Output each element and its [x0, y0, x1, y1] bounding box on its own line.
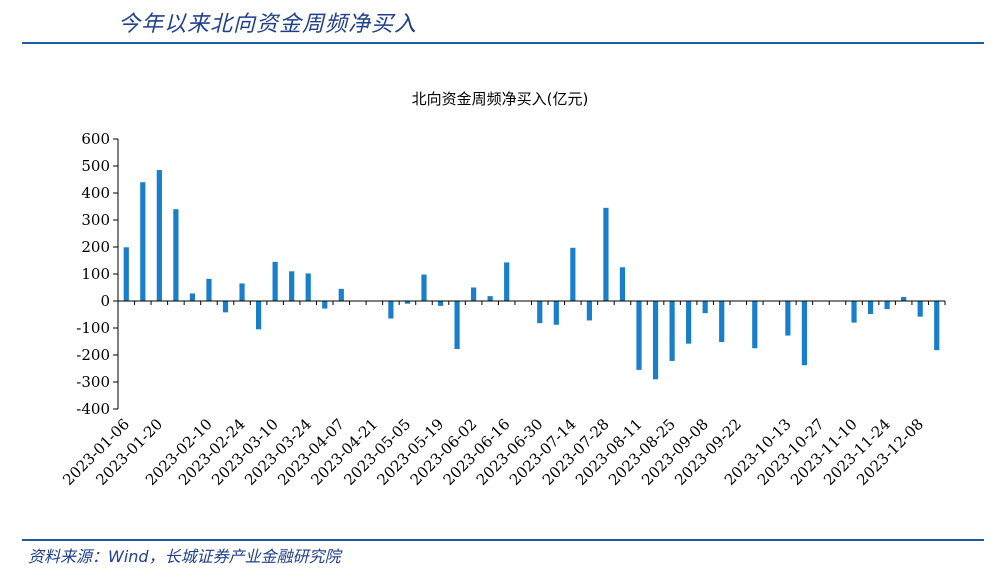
- bar-2023-02-03: [189, 293, 196, 301]
- y-tick-label: -200: [76, 346, 110, 364]
- bar-2023-02-24: [239, 283, 245, 301]
- bar-2023-03-31: [322, 301, 328, 309]
- bar-2023-08-25: [669, 301, 675, 361]
- chart-title: 北向资金周频净买入(亿元): [412, 90, 589, 108]
- bar-2023-09-15: [719, 301, 725, 343]
- source-note: 资料来源：Wind，长城证券产业金融研究院: [28, 547, 341, 566]
- y-tick-label: 300: [81, 211, 110, 229]
- bar-2023-07-28: [603, 207, 609, 301]
- bar-2023-08-04: [619, 267, 626, 301]
- bar-2023-01-06: [123, 247, 129, 301]
- bar-2023-08-11: [636, 301, 642, 370]
- bar-2023-06-09: [487, 296, 493, 301]
- bar-2023-11-10: [851, 301, 857, 323]
- bar-2023-11-24: [884, 301, 890, 310]
- y-tick-label: -100: [76, 319, 110, 337]
- y-tick-label: 600: [81, 130, 110, 148]
- y-tick-label: 0: [100, 292, 110, 310]
- bar-2023-07-21: [586, 301, 592, 321]
- bar-2023-06-16: [504, 262, 510, 301]
- bar-2023-12-08: [917, 301, 923, 317]
- bar-2023-07-07: [553, 301, 559, 325]
- bar-2023-04-28: [388, 301, 394, 319]
- bar-2023-05-19: [437, 301, 444, 306]
- bar-2023-03-17: [289, 271, 295, 301]
- bar-2023-12-15: [934, 301, 940, 351]
- bar-2023-07-14: [570, 247, 576, 301]
- bar-2023-02-10: [206, 278, 212, 301]
- bar-2023-03-24: [305, 273, 311, 301]
- bar-2023-09-08: [702, 301, 708, 314]
- bar-2023-04-07: [338, 288, 344, 301]
- footer-rule: [22, 539, 984, 541]
- bar-2023-08-18: [652, 301, 659, 380]
- y-axis: 600 500 400 300 200 100 0 -100 -200 -300 -400: [76, 130, 119, 418]
- bar-2023-09-29: [752, 301, 758, 349]
- bars: [123, 170, 940, 380]
- bar-2023-10-20: [801, 301, 808, 366]
- bar-2023-01-13: [140, 182, 146, 301]
- y-tick-label: 100: [81, 265, 110, 283]
- bar-2023-03-03: [255, 301, 262, 330]
- y-tick-label: -300: [76, 373, 110, 391]
- bar-2023-03-10: [272, 261, 278, 301]
- x-axis: 2023-01-062023-01-202023-02-102023-02-24…: [59, 300, 946, 489]
- bar-2023-09-01: [686, 301, 692, 344]
- bar-2023-01-20: [156, 170, 162, 301]
- page-title: 今年以来北向资金周频净买入: [118, 12, 418, 37]
- bar-2023-11-17: [867, 301, 874, 314]
- bar-2023-12-01: [901, 296, 907, 301]
- header-rule: [22, 42, 984, 44]
- bar-2023-02-17: [222, 301, 229, 313]
- bar-2023-05-26: [454, 301, 460, 350]
- bar-2023-06-02: [471, 287, 477, 301]
- y-tick-label: 400: [81, 184, 110, 202]
- bar-2023-05-05: [404, 301, 411, 304]
- y-tick-label: 200: [81, 238, 110, 256]
- bar-2023-10-13: [785, 301, 791, 336]
- bar-2023-01-27: [173, 209, 179, 301]
- bar-chart: 北向资金周频净买入(亿元) 600 500 400 300 200 100 0 -100 -20…: [59, 90, 946, 489]
- bar-2023-05-12: [421, 274, 427, 301]
- y-tick-label: 500: [81, 157, 110, 175]
- bar-2023-06-30: [537, 301, 543, 324]
- y-tick-label: -400: [76, 400, 110, 418]
